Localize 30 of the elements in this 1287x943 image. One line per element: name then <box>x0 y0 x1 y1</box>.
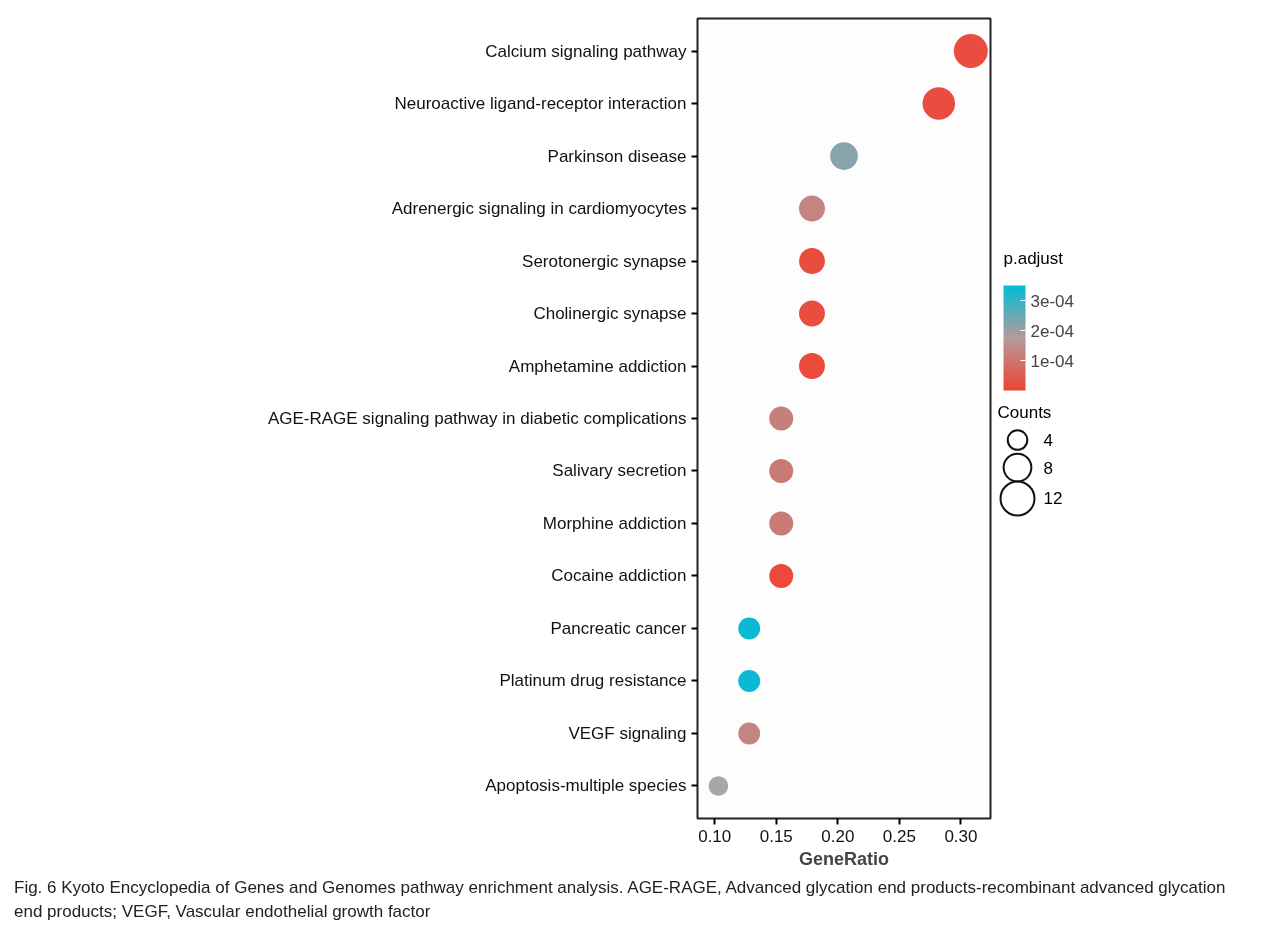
x-tick-label: 0.30 <box>944 826 978 846</box>
y-tick-label: Apoptosis-multiple species <box>485 776 687 796</box>
y-tick-label: Cholinergic synapse <box>533 304 687 324</box>
y-tick-label: VEGF signaling <box>568 723 687 743</box>
y-tick-label: Calcium signaling pathway <box>485 41 687 61</box>
caption: Fig. 6 Kyoto Encyclopedia of Genes and Genomes pathway enrichment analysis. AGE-RAGE, Advanced glycation end products-recombinant advanced glycation end products; VEGF, Vascular endothelial growth factor <box>14 877 1226 924</box>
y-tick-label: Amphetamine addiction <box>508 356 687 376</box>
color-bar-label: 1e-04 <box>1030 351 1074 371</box>
x-tick-label: 0.20 <box>821 826 855 846</box>
y-tick-label: AGE-RAGE signaling pathway in diabetic complications <box>267 409 687 428</box>
y-tick-label: Parkinson disease <box>547 146 687 166</box>
y-tick-label: Serotonergic synapse <box>522 251 687 271</box>
x-tick-label: 0.15 <box>759 826 793 846</box>
x-tick-label: 0.10 <box>698 826 732 846</box>
y-tick-label: Platinum drug resistance <box>499 671 687 691</box>
color-bar-label: 2e-04 <box>1030 321 1074 341</box>
legend-label: 4 <box>1043 431 1053 451</box>
legend-label: 8 <box>1043 458 1053 478</box>
y-tick-label: Neuroactive ligand-receptor interaction <box>394 94 687 114</box>
x-tick-label: 0.25 <box>882 826 916 846</box>
y-tick-label: Pancreatic cancer <box>550 618 687 638</box>
y-tick-label: Cocaine addiction <box>551 566 687 586</box>
color-bar-label: 3e-04 <box>1030 291 1074 311</box>
y-tick-label: Morphine addiction <box>542 513 687 533</box>
y-tick-label: Salivary secretion <box>552 461 687 481</box>
color-bar-title: p.adjust <box>1003 249 1064 269</box>
y-tick-label: Adrenergic signaling in cardiomyocytes <box>391 199 687 219</box>
legend-title: Counts <box>997 403 1052 423</box>
x-axis-title: GeneRatio <box>798 848 890 869</box>
legend-label: 12 <box>1043 489 1063 509</box>
